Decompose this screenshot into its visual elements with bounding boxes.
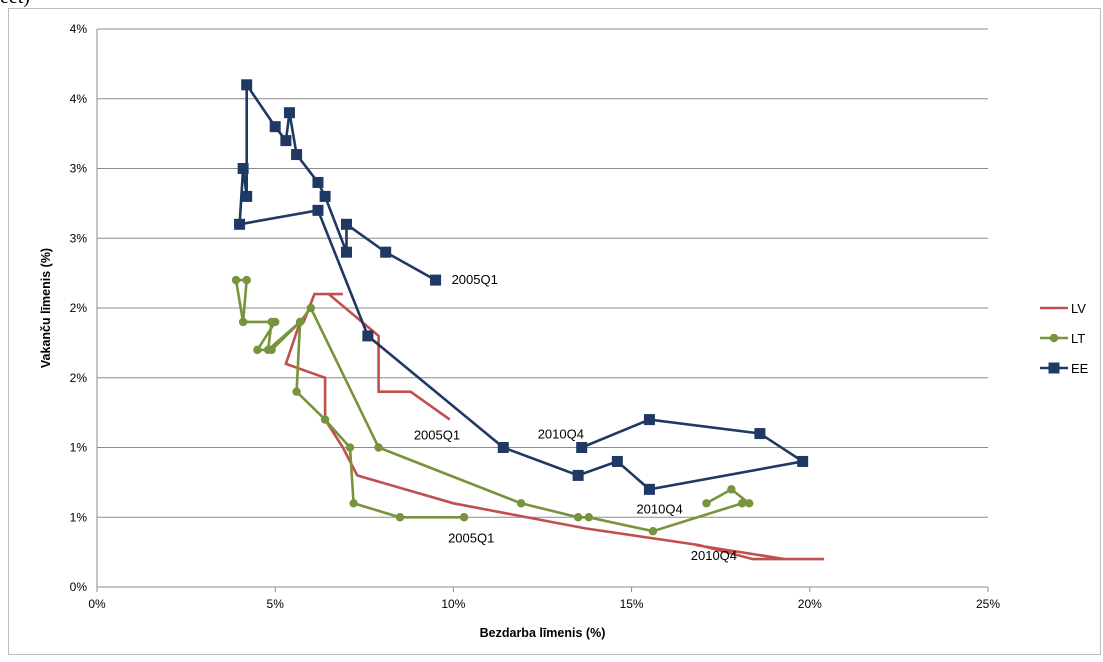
series-ee-point [643, 483, 655, 495]
series-lt-point [395, 513, 405, 522]
series-lt-point [648, 527, 658, 536]
series-lt-point [263, 345, 273, 355]
series-lt-point [516, 499, 526, 508]
y-tick-label: 0% [70, 580, 88, 594]
legend-swatch-marker [1049, 333, 1059, 343]
legend-item-lt: LT [1040, 331, 1085, 346]
series-ee-point [572, 469, 584, 481]
series-lt-line [234, 278, 753, 533]
x-axis-label: Bezdarba līmenis (%) [480, 626, 606, 640]
axes: 0% 1% 1% 2% 2% 3% 3% 4% 4% 0% 5% 10% 15% 20% 25% Bezdar… [39, 22, 1000, 640]
legend-swatch-marker [1048, 362, 1060, 374]
y-tick-label: 1% [70, 441, 88, 455]
legend-label: EE [1071, 361, 1089, 376]
y-axis-label: Vakanču līmenis (%) [39, 248, 53, 368]
series-ee [234, 79, 809, 495]
series-ee-point [283, 107, 295, 119]
series-ee-point [241, 79, 253, 91]
series-ee-point [797, 455, 809, 467]
series-ee-point [380, 246, 392, 258]
series-lt-point [238, 317, 248, 327]
series-ee-point [754, 428, 766, 440]
x-tick-label: 20% [798, 597, 822, 611]
series-ee-point [312, 204, 324, 216]
y-tick-label: 3% [70, 231, 88, 245]
chart-border [8, 8, 1101, 655]
series-lt-point [306, 303, 316, 313]
series-lt-point [727, 485, 736, 494]
series-lt-point [573, 513, 583, 522]
series-ee-point [319, 190, 331, 202]
series-ee-point [430, 274, 442, 286]
series-ee-point [497, 442, 509, 453]
series-lt-point [231, 275, 241, 285]
annotation-lt-2010q4: 2010Q4 [636, 501, 682, 516]
series-lt-point [292, 387, 301, 396]
annotation-lv-2005q1: 2005Q1 [414, 428, 460, 443]
series-ee-point [643, 414, 655, 426]
legend-label: LV [1071, 301, 1086, 316]
x-tick-label: 5% [267, 597, 285, 611]
x-tick-label: 0% [88, 597, 106, 611]
series-lt-point [242, 275, 251, 285]
x-tick-label: 25% [976, 597, 1000, 611]
y-tick-label: 2% [70, 371, 88, 385]
series-lt-point [745, 499, 754, 508]
series-ee-point [241, 190, 253, 202]
series-ee-point [291, 149, 303, 161]
annotation-ee-2010q4: 2010Q4 [538, 427, 584, 442]
annotation-layer: 2005Q1 2005Q1 2005Q1 2010Q4 2010Q4 2010Q4 [414, 272, 737, 563]
series-ee-point [234, 218, 246, 230]
series-lt [231, 275, 754, 536]
y-tick-label: 4% [70, 92, 88, 106]
series-lt-point [345, 443, 355, 452]
series-lt-point [584, 513, 594, 522]
series-layer [231, 79, 825, 561]
cropped-caption-text: eet) [0, 0, 30, 9]
series-ee-point [340, 218, 352, 230]
series-lt-point [737, 499, 747, 508]
legend-label: LT [1071, 331, 1085, 346]
series-ee-point [611, 455, 623, 467]
x-tick-label: 10% [441, 597, 465, 611]
series-lt-point [702, 499, 711, 508]
series-ee-point [312, 176, 324, 188]
legend: LV LT EE [1040, 301, 1089, 376]
series-ee-point [237, 163, 249, 174]
annotation-ee-2005q1: 2005Q1 [452, 272, 498, 287]
y-tick-label: 4% [70, 22, 88, 36]
series-ee-point [280, 135, 292, 147]
series-ee-point [269, 121, 281, 133]
series-ee-point [576, 442, 588, 453]
series-lt-point [267, 317, 276, 327]
y-tick-label: 3% [70, 162, 88, 176]
y-tick-label: 2% [70, 301, 88, 315]
series-ee-point [340, 246, 352, 258]
series-lt-point [374, 443, 383, 452]
annotation-lt-2005q1: 2005Q1 [448, 530, 494, 545]
series-lt-point [459, 513, 469, 522]
series-lt-point [320, 415, 330, 424]
series-lt-point [253, 345, 262, 355]
series-ee-line [238, 80, 807, 491]
series-lt-point [349, 499, 358, 508]
legend-item-lv: LV [1040, 301, 1086, 316]
series-ee-point [362, 330, 374, 342]
x-tick-label: 15% [620, 597, 644, 611]
series-lt-point [295, 317, 305, 327]
annotation-lv-2010q4: 2010Q4 [691, 548, 737, 563]
gridlines [97, 28, 988, 518]
legend-item-ee: EE [1040, 361, 1089, 376]
y-tick-label: 1% [70, 510, 88, 524]
